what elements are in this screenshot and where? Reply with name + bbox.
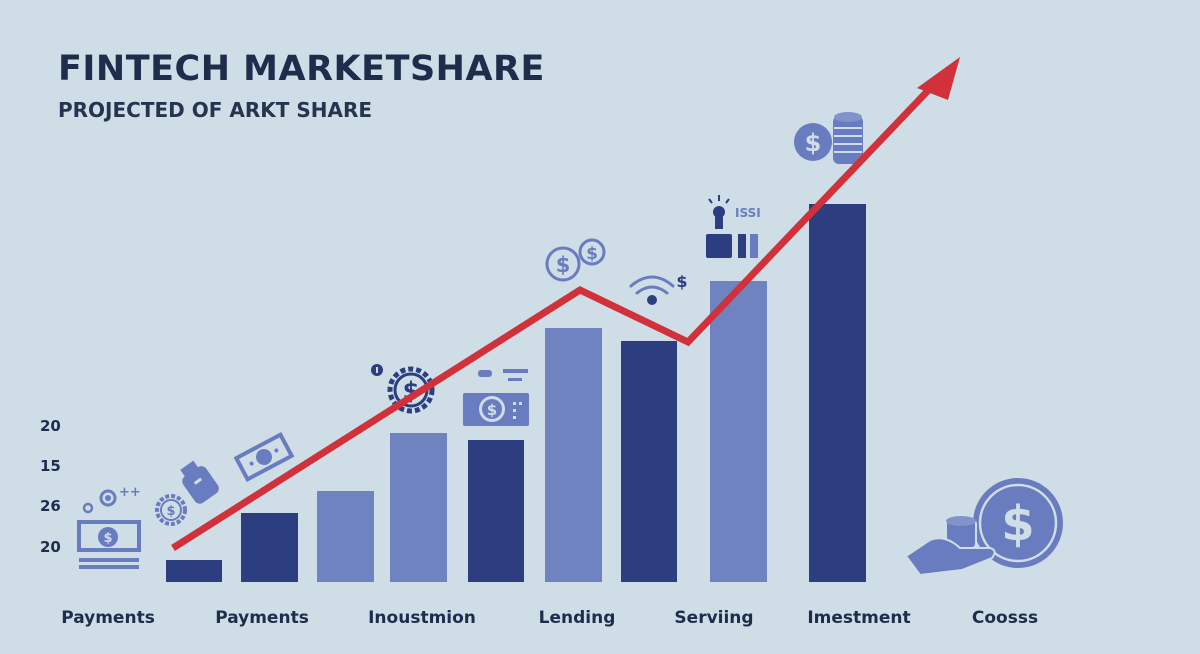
money-bag-icon [180, 460, 219, 504]
svg-text:$: $ [166, 504, 175, 519]
y-tick-label: 15 [40, 457, 61, 475]
svg-text:ISSI: ISSI [735, 206, 761, 220]
svg-text:$: $ [487, 401, 497, 419]
svg-text:$: $ [805, 129, 822, 157]
gear-dollar-icon: $ [155, 494, 187, 526]
svg-text:$: $ [586, 244, 598, 264]
trend-arrow [171, 57, 960, 551]
bar-4 [390, 433, 447, 582]
bar-9 [809, 204, 866, 582]
bar-2 [241, 513, 298, 582]
y-tick-label: 20 [40, 417, 61, 435]
x-tick-label: Payments [215, 608, 309, 628]
x-tick-label: Payments [61, 608, 155, 628]
bar-7 [621, 341, 677, 582]
svg-text:++: ++ [119, 485, 141, 500]
svg-text:$: $ [556, 253, 571, 277]
banknote-icon [233, 431, 295, 483]
coin-stack-icon: $ [794, 112, 863, 164]
svg-text:$: $ [1001, 496, 1034, 552]
x-tick-label: Serviing [674, 608, 754, 628]
bar-8 [710, 281, 767, 582]
bar-series [166, 204, 866, 582]
y-tick-label: 20 [40, 538, 61, 556]
bar-3 [317, 491, 374, 582]
cash-bill-icon: $ ++ [77, 485, 141, 569]
lightbulb-issi-icon: ISSI [706, 195, 761, 258]
wifi-dollar-icon: $ [629, 272, 688, 305]
dollar-coins-icon: $ $ [545, 238, 606, 282]
x-tick-label: Coosss [971, 608, 1039, 628]
bar-5 [468, 440, 524, 582]
chart-subtitle: PROJECTED OF ARKT SHARE [58, 98, 373, 122]
x-tick-label: Inoustmion [368, 608, 476, 628]
hand-coin-icon: $ [904, 478, 1063, 577]
svg-text:$: $ [676, 272, 687, 291]
x-tick-label: Imestment [807, 608, 911, 628]
payment-terminal-icon: $ [463, 369, 529, 426]
bar-1 [166, 560, 222, 582]
bar-6 [545, 328, 602, 582]
y-tick-label: 26 [40, 497, 61, 515]
chart-title: FINTECH MARKETSHARE [58, 49, 545, 89]
svg-text:$: $ [103, 531, 112, 546]
x-tick-label: Lending [538, 608, 616, 628]
